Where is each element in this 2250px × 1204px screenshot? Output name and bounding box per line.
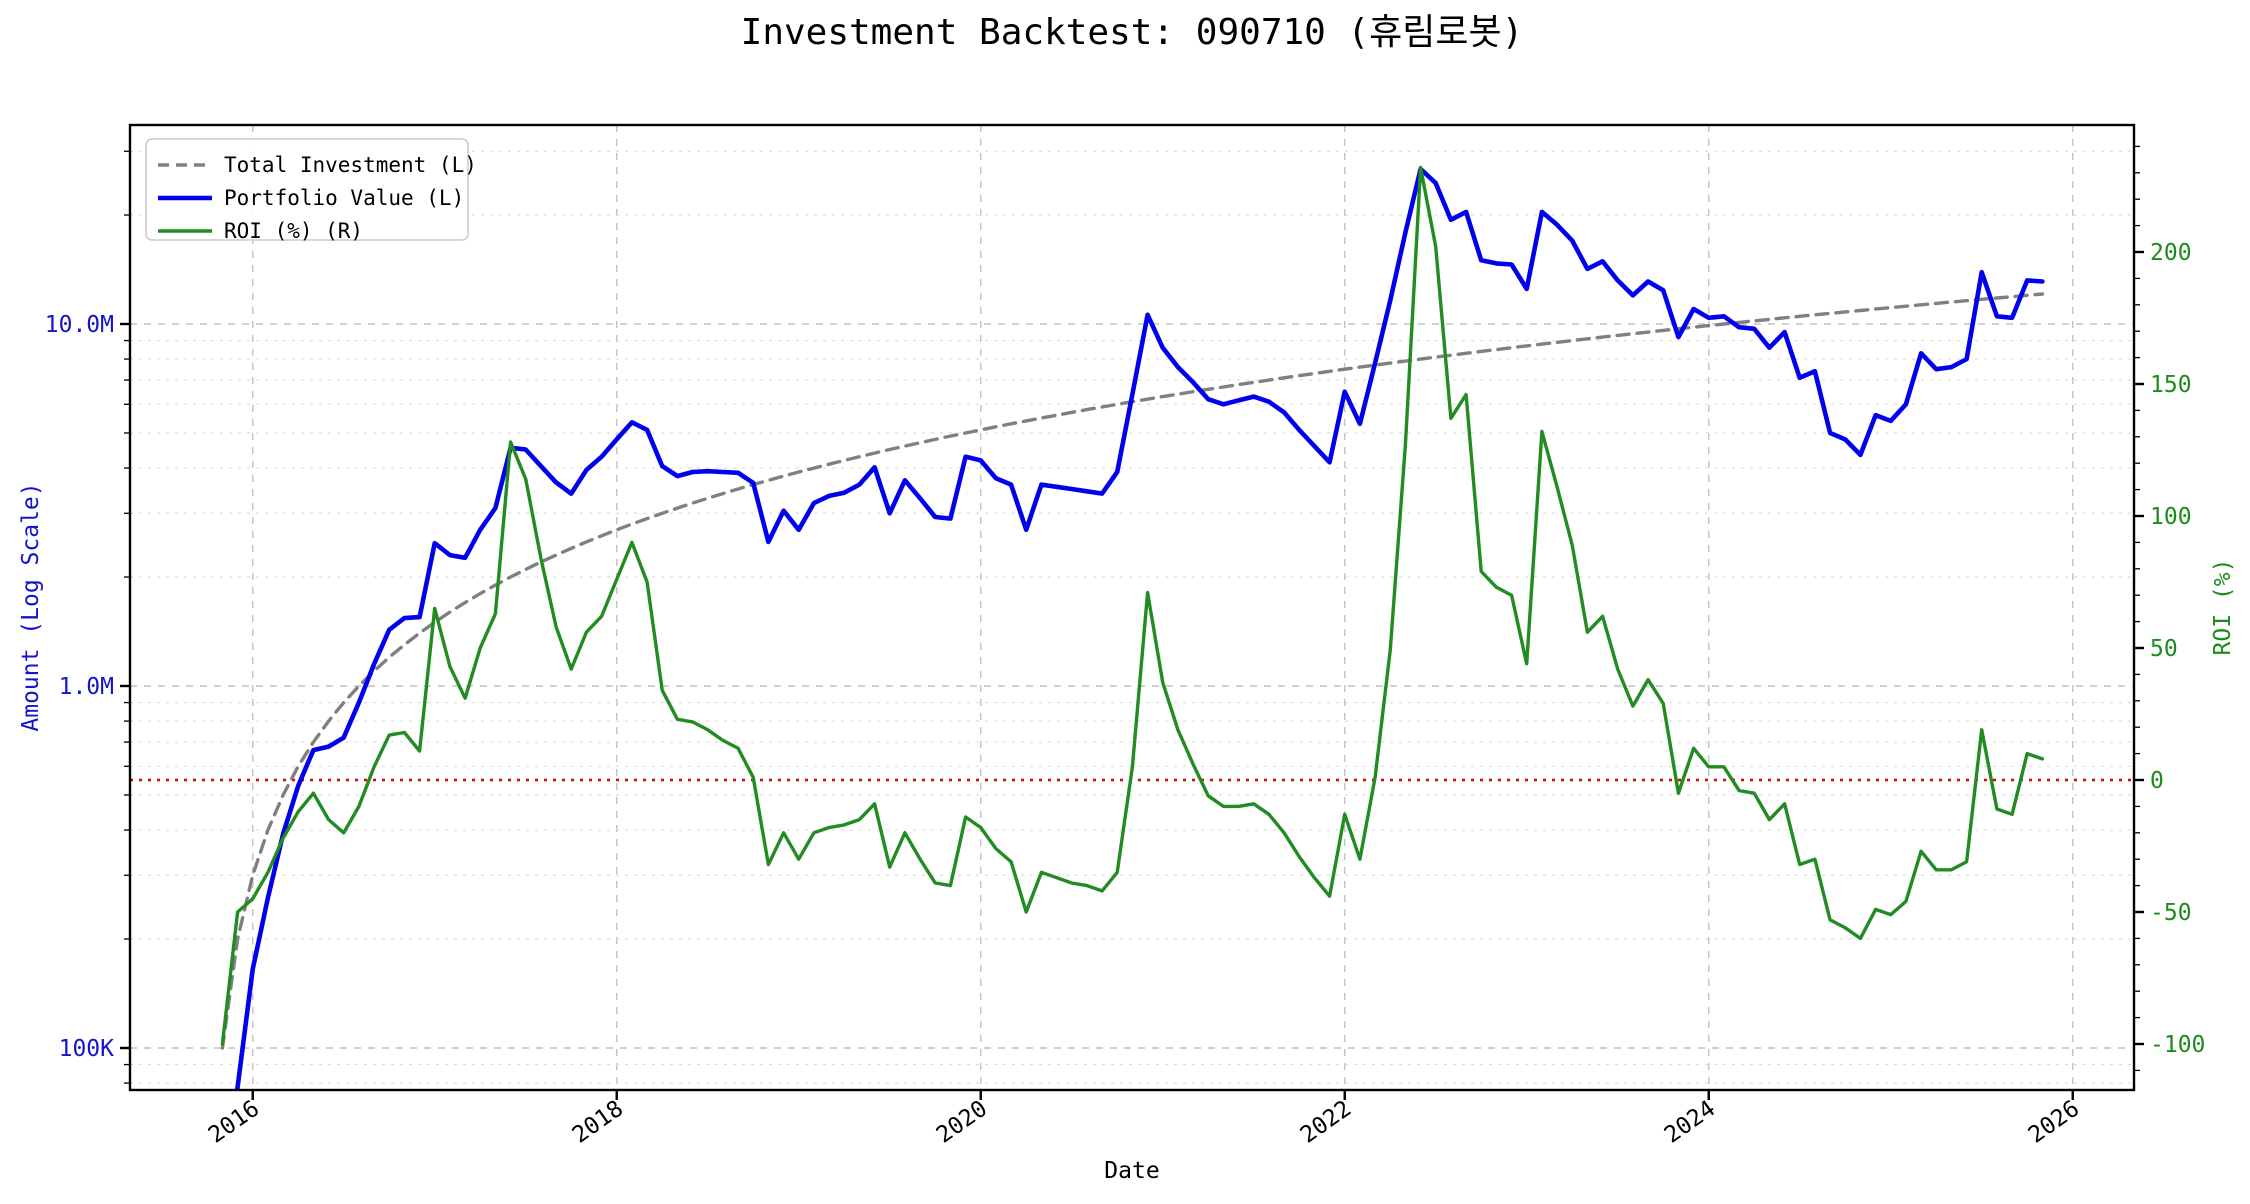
left-tick-label: 1.0M [59, 674, 114, 700]
legend-label-roi: ROI (%) (R) [224, 219, 363, 243]
legend-box [145, 138, 469, 241]
legend: Total Investment (L) Portfolio Value (L)… [145, 138, 477, 243]
right-tick-label: 150 [2150, 372, 2192, 398]
roi-line [220, 165, 2045, 1046]
left-axis-label: Amount (Log Scale) [18, 482, 44, 731]
right-tick-label: 200 [2150, 240, 2192, 266]
right-tick-label: 100 [2150, 504, 2192, 530]
spine-layer [128, 123, 2136, 1092]
left-tick-label: 100K [59, 1036, 115, 1062]
right-tick-label: 0 [2150, 768, 2164, 794]
right-tick-label: 50 [2150, 636, 2178, 662]
right-axis-label: ROI (%) [2210, 559, 2236, 656]
legend-label-investment: Total Investment (L) [224, 153, 477, 177]
left-tick-label: 10.0M [45, 312, 114, 338]
plot-spines [128, 123, 2136, 1092]
series-layer [130, 165, 2134, 1090]
portfolio-line [234, 166, 2045, 1090]
legend-label-portfolio: Portfolio Value (L) [224, 186, 464, 210]
right-tick-label: -100 [2150, 1032, 2205, 1058]
right-tick-label: -50 [2150, 900, 2192, 926]
x-axis-label: Date [1104, 1158, 1159, 1184]
chart-title: Investment Backtest: 090710 (휴림로봇) [741, 12, 1524, 53]
